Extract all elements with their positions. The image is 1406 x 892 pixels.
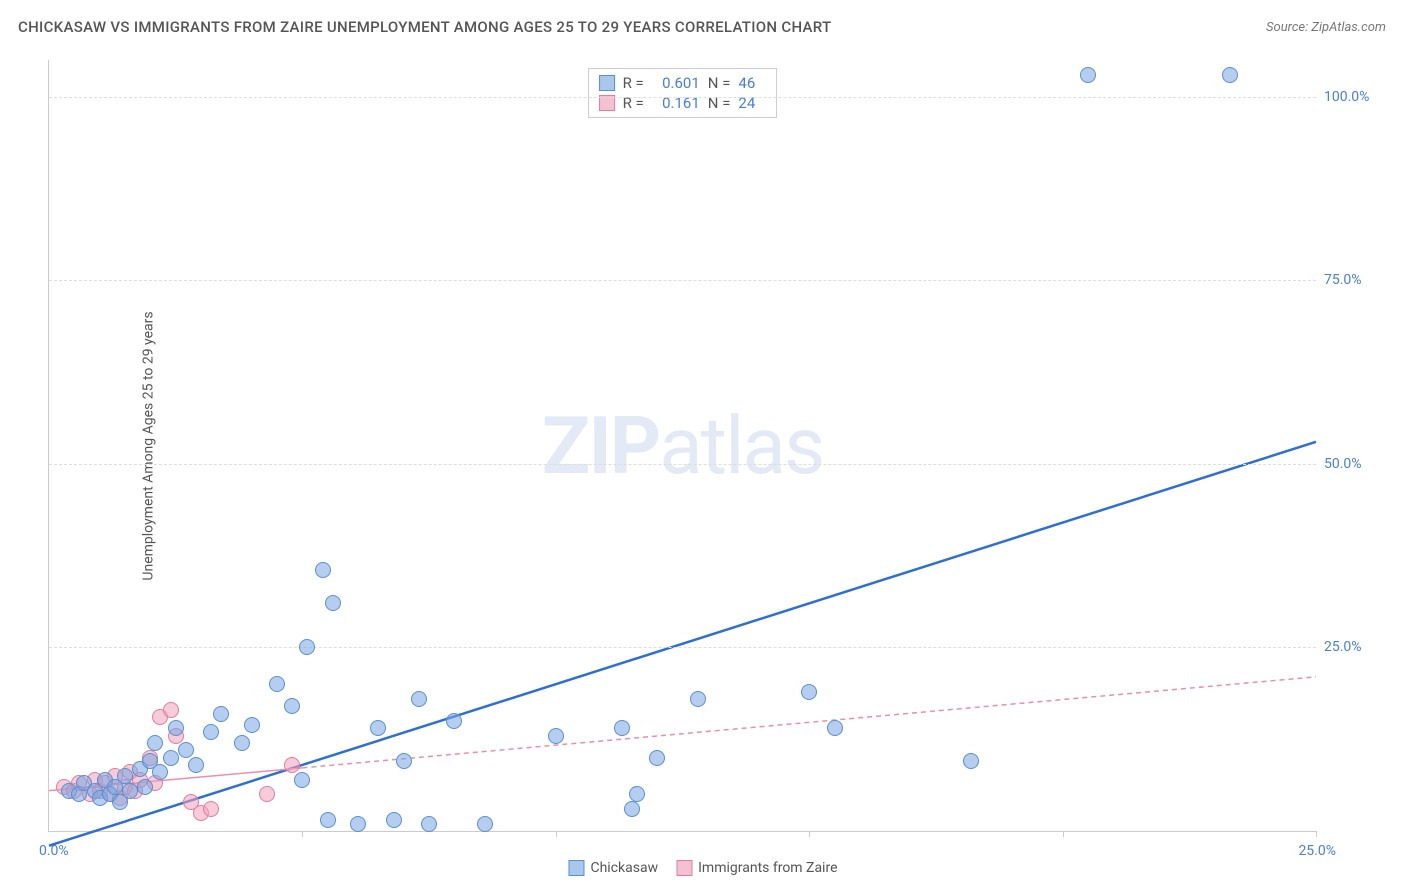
data-point: [168, 720, 184, 736]
data-point: [629, 786, 645, 802]
data-point: [624, 801, 640, 817]
data-point: [801, 684, 817, 700]
data-point: [315, 562, 331, 578]
data-point: [370, 720, 386, 736]
y-tick-label: 50.0%: [1324, 456, 1384, 472]
data-point: [122, 783, 138, 799]
data-point: [614, 720, 630, 736]
legend-item-1: Chickasaw: [568, 860, 658, 876]
legend-label-2: Immigrants from Zaire: [698, 860, 837, 876]
data-point: [299, 639, 315, 655]
data-point: [284, 698, 300, 714]
data-point: [269, 676, 285, 692]
data-point: [446, 713, 462, 729]
data-point: [147, 735, 163, 751]
gridline: [49, 464, 1316, 465]
gridline: [49, 647, 1316, 648]
data-point: [396, 753, 412, 769]
swatch-series-1: [599, 75, 615, 91]
data-point: [152, 764, 168, 780]
data-point: [259, 786, 275, 802]
y-tick-label: 25.0%: [1324, 639, 1384, 655]
chart-title: CHICKASAW VS IMMIGRANTS FROM ZAIRE UNEMP…: [18, 18, 831, 36]
x-tick: [1316, 831, 1317, 837]
data-point: [203, 724, 219, 740]
data-point: [548, 728, 564, 744]
data-point: [163, 750, 179, 766]
x-axis-min-label: 0.0%: [39, 843, 69, 859]
trend-lines-layer: [49, 60, 1316, 831]
data-point: [350, 816, 366, 832]
y-tick-label: 100.0%: [1324, 89, 1384, 105]
r-label: R =: [623, 74, 644, 92]
data-point: [213, 706, 229, 722]
source-attribution: Source: ZipAtlas.com: [1266, 20, 1386, 35]
correlation-stats-legend: R = 0.601 N = 46 R = 0.161 N = 24: [588, 68, 778, 118]
x-tick: [809, 831, 810, 837]
data-point: [1080, 67, 1096, 83]
data-point: [827, 720, 843, 736]
data-point: [178, 742, 194, 758]
data-point: [477, 816, 493, 832]
r-value-1: 0.601: [652, 74, 700, 92]
legend-label-1: Chickasaw: [590, 860, 658, 876]
data-point: [137, 779, 153, 795]
data-point: [244, 717, 260, 733]
plot-area: ZIPatlas R = 0.601 N = 46 R = 0.161 N = …: [48, 60, 1316, 832]
legend-swatch-2: [676, 860, 692, 876]
gridline: [49, 97, 1316, 98]
n-value-1: 46: [738, 74, 766, 92]
x-tick: [1063, 831, 1064, 837]
data-point: [320, 812, 336, 828]
stats-row-series-1: R = 0.601 N = 46: [599, 73, 767, 93]
x-tick: [556, 831, 557, 837]
legend-swatch-1: [568, 860, 584, 876]
data-point: [1222, 67, 1238, 83]
data-point: [284, 757, 300, 773]
data-point: [690, 691, 706, 707]
data-point: [649, 750, 665, 766]
data-point: [386, 812, 402, 828]
gridline: [49, 280, 1316, 281]
data-point: [203, 801, 219, 817]
data-point: [325, 595, 341, 611]
data-point: [294, 772, 310, 788]
data-point: [117, 768, 133, 784]
x-axis-max-label: 25.0%: [1298, 843, 1336, 859]
x-tick: [302, 831, 303, 837]
data-point: [963, 753, 979, 769]
data-point: [163, 702, 179, 718]
data-point: [188, 757, 204, 773]
series-legend: Chickasaw Immigrants from Zaire: [568, 860, 837, 876]
data-point: [421, 816, 437, 832]
data-point: [411, 691, 427, 707]
data-point: [234, 735, 250, 751]
legend-item-2: Immigrants from Zaire: [676, 860, 837, 876]
n-label: N =: [708, 74, 731, 92]
y-tick-label: 75.0%: [1324, 272, 1384, 288]
